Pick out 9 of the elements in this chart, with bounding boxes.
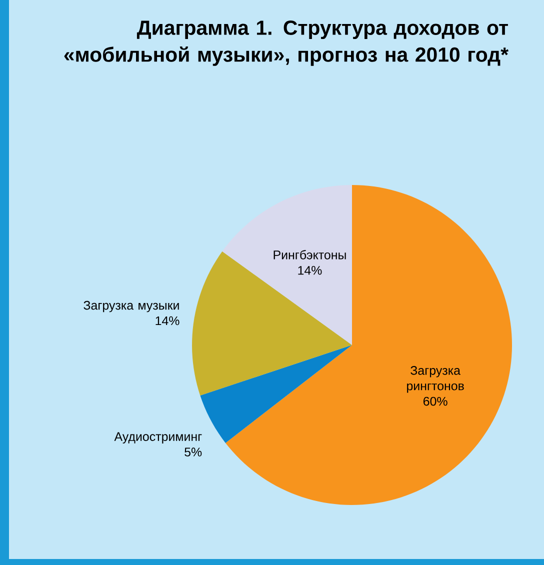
data-label: 60% — [423, 396, 448, 406]
data-label: 5% — [184, 448, 202, 456]
slice-label: Загрузка музыки — [84, 300, 179, 312]
chart-title: Диаграмма 1. Структура доходов от «мобильной музыки», прогноз на 2010 год* — [64, 20, 509, 66]
slice-label: Загрузка рингтонов — [407, 366, 464, 393]
slice-label: Аудиостриминг — [114, 432, 202, 444]
data-label: 14% — [298, 266, 322, 275]
slice-label: Рингбэктоны — [274, 250, 346, 260]
data-label: 14% — [156, 316, 180, 326]
